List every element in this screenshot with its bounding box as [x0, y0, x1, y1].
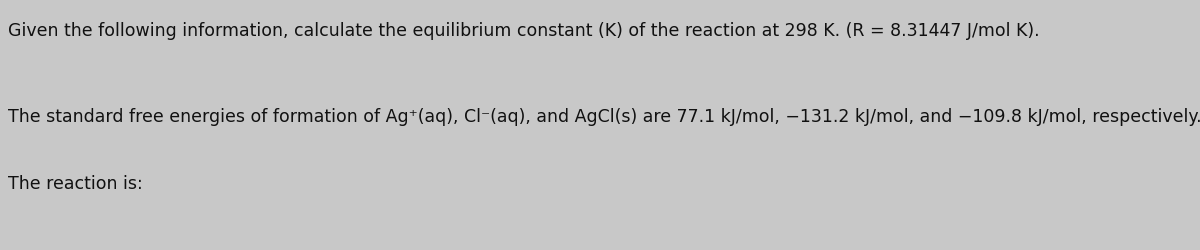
Text: Given the following information, calculate the equilibrium constant (K) of the r: Given the following information, calcula… — [8, 22, 1040, 40]
Text: The standard free energies of formation of Ag⁺(aq), Cl⁻(aq), and AgCl(s) are 77.: The standard free energies of formation … — [8, 108, 1200, 126]
Text: The reaction is:: The reaction is: — [8, 175, 143, 193]
